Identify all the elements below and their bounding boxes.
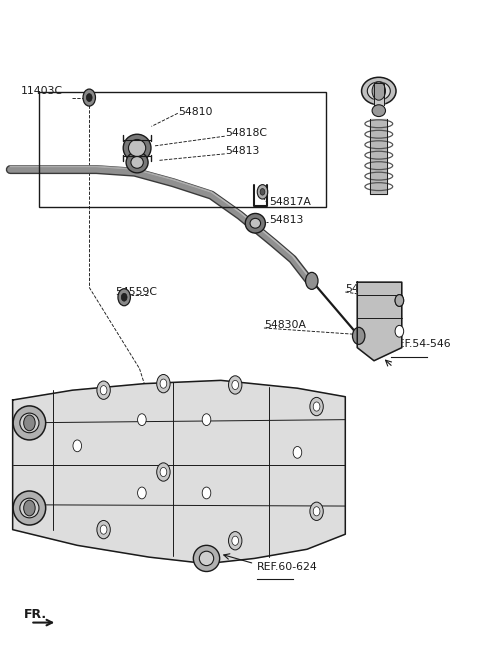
Circle shape [24, 415, 35, 431]
Circle shape [138, 414, 146, 426]
Circle shape [395, 295, 404, 306]
Circle shape [138, 487, 146, 499]
Text: 54818C: 54818C [226, 128, 268, 138]
Ellipse shape [250, 218, 261, 228]
Circle shape [372, 82, 385, 100]
Circle shape [232, 380, 239, 390]
Circle shape [310, 502, 323, 520]
Ellipse shape [13, 406, 46, 440]
Bar [39, 92, 326, 207]
Circle shape [157, 375, 170, 393]
Circle shape [257, 184, 268, 199]
Ellipse shape [193, 545, 220, 571]
Circle shape [202, 487, 211, 499]
Circle shape [118, 289, 131, 306]
Ellipse shape [20, 498, 39, 518]
Ellipse shape [129, 140, 146, 157]
Text: 54559C: 54559C [345, 284, 387, 294]
Circle shape [100, 386, 107, 395]
Text: 11403C: 11403C [21, 86, 63, 96]
Circle shape [306, 272, 318, 289]
Circle shape [97, 381, 110, 400]
Ellipse shape [361, 77, 396, 105]
Text: REF.54-546: REF.54-546 [391, 339, 451, 349]
Circle shape [121, 293, 127, 301]
Circle shape [395, 325, 404, 337]
Text: 54813: 54813 [226, 146, 260, 156]
Circle shape [228, 531, 242, 550]
Ellipse shape [123, 134, 151, 162]
Circle shape [73, 440, 82, 452]
Circle shape [83, 89, 96, 106]
Circle shape [97, 520, 110, 539]
Ellipse shape [126, 152, 148, 173]
Circle shape [157, 463, 170, 482]
Ellipse shape [20, 413, 39, 433]
Polygon shape [12, 380, 345, 564]
Polygon shape [357, 282, 402, 361]
Circle shape [313, 402, 320, 411]
Circle shape [232, 536, 239, 545]
Text: FR.: FR. [24, 608, 47, 621]
Text: 54813: 54813 [269, 215, 303, 224]
Polygon shape [370, 119, 387, 194]
Text: REF.60-624: REF.60-624 [257, 562, 317, 571]
Circle shape [352, 327, 365, 344]
Circle shape [293, 447, 302, 459]
Circle shape [228, 376, 242, 394]
Circle shape [260, 188, 265, 195]
Polygon shape [374, 83, 384, 106]
Text: 54810: 54810 [178, 107, 212, 117]
Ellipse shape [245, 213, 265, 233]
Circle shape [313, 506, 320, 516]
Circle shape [100, 525, 107, 534]
Text: 54830A: 54830A [264, 320, 306, 330]
Circle shape [160, 379, 167, 388]
Ellipse shape [367, 82, 390, 100]
Text: 54559C: 54559C [116, 287, 157, 297]
Ellipse shape [372, 105, 385, 117]
Ellipse shape [13, 491, 46, 525]
Text: 54817A: 54817A [269, 197, 311, 207]
Circle shape [24, 500, 35, 516]
Circle shape [160, 468, 167, 477]
Circle shape [395, 295, 404, 306]
Ellipse shape [199, 551, 214, 565]
Circle shape [86, 94, 92, 102]
Ellipse shape [131, 157, 144, 169]
Circle shape [202, 414, 211, 426]
Circle shape [310, 398, 323, 416]
